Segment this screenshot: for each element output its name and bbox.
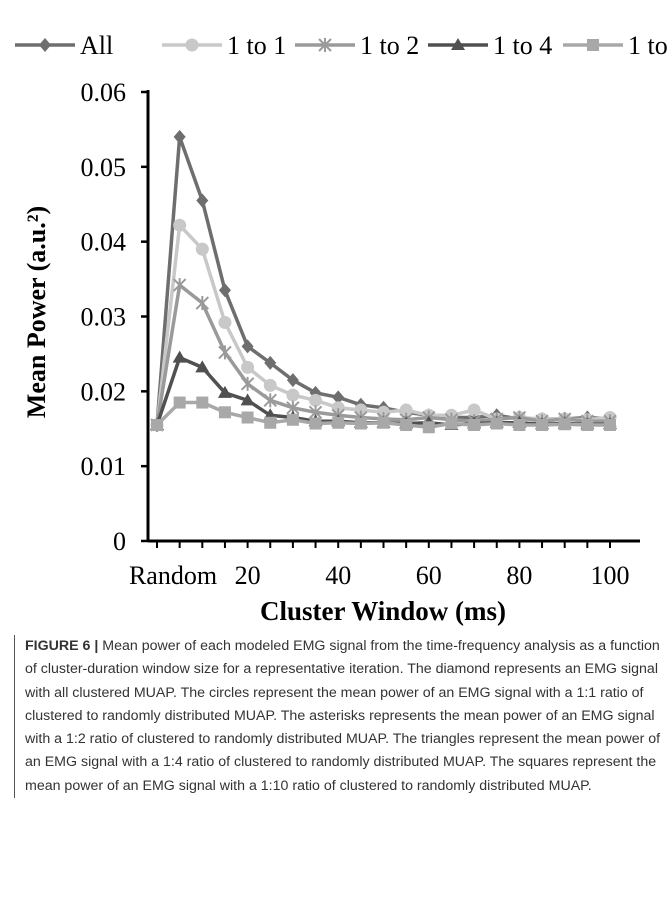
data-point-1-to-10 (581, 419, 594, 432)
data-point-1-to-1 (309, 393, 323, 407)
data-point-1-to-10 (151, 419, 163, 432)
legend-marker (318, 38, 332, 52)
data-point-1-to-10 (604, 419, 616, 432)
data-point-1-to-1 (286, 388, 300, 402)
data-point-1-to-1 (173, 218, 187, 232)
legend-item-1-to-2: 1 to 2 (295, 31, 419, 60)
data-point-1-to-2 (172, 278, 187, 293)
figure-label: FIGURE 6 | (25, 638, 99, 654)
legend-marker (39, 38, 51, 52)
data-point-1-to-10 (422, 421, 435, 434)
x-tick-label: 60 (416, 561, 442, 590)
legend-label: All (80, 31, 113, 60)
y-tick-label: 0.03 (81, 303, 127, 332)
data-point-1-to-2 (240, 376, 255, 391)
data-point-1-to-10 (445, 417, 458, 430)
chart-legend: All 1 to 1 1 to 2 1 to 4 1 to 10 (15, 31, 669, 60)
x-tick-label: Random (129, 561, 217, 590)
data-point-all (332, 390, 345, 405)
data-point-1-to-4 (240, 393, 255, 406)
y-tick-label: 0.06 (81, 78, 127, 107)
legend-marker (451, 38, 465, 50)
data-point-1-to-1 (467, 403, 481, 417)
data-point-all (286, 373, 299, 388)
data-point-1-to-10 (264, 416, 277, 429)
data-point-1-to-10 (309, 417, 322, 430)
data-point-1-to-2 (195, 296, 210, 311)
x-tick-label: 20 (235, 561, 261, 590)
data-point-all (218, 283, 231, 298)
figure-caption-text: Mean power of each modeled EMG signal fr… (25, 638, 661, 794)
data-point-1-to-2 (263, 393, 277, 408)
data-point-1-to-10 (536, 419, 549, 432)
data-point-1-to-4 (195, 360, 210, 373)
data-point-1-to-2 (218, 345, 232, 360)
data-point-all (173, 129, 186, 144)
data-point-1-to-10 (377, 416, 390, 429)
data-point-1-to-1 (399, 403, 413, 417)
y-axis-label: Mean Power (a.u.²) (22, 206, 51, 418)
data-point-1-to-10 (286, 413, 299, 426)
data-point-1-to-10 (558, 418, 571, 431)
data-point-1-to-10 (513, 419, 526, 432)
data-point-1-to-10 (490, 417, 503, 430)
data-point-all (241, 339, 254, 354)
data-point-1-to-10 (218, 406, 231, 419)
series-1-to-1 (150, 218, 617, 432)
chart-axes: 0 0.01 0.02 0.03 0.04 0.05 0.06 Random 20 40 60 80 1… (81, 78, 640, 590)
legend-label: 1 to 4 (493, 31, 552, 60)
data-point-1-to-4 (217, 385, 232, 398)
y-tick-label: 0.04 (81, 228, 127, 257)
data-point-1-to-10 (196, 396, 209, 409)
y-tick-label: 0.02 (81, 377, 127, 406)
figure-caption: FIGURE 6 | Mean power of each modeled EM… (14, 635, 665, 799)
x-tick-label: 100 (591, 561, 630, 590)
line-chart: All 1 to 1 1 to 2 1 to 4 1 to 10 0 0.01 0.02 0.… (15, 31, 669, 626)
data-point-1-to-1 (241, 360, 255, 374)
chart-marks (150, 129, 617, 434)
data-point-all (264, 355, 277, 370)
data-point-1-to-10 (354, 417, 367, 430)
y-tick-label: 0.01 (81, 452, 127, 481)
data-point-1-to-10 (332, 416, 345, 429)
legend-label: 1 to 1 (227, 31, 286, 60)
legend-item-1-to-10: 1 to 10 (563, 31, 669, 60)
data-point-1-to-1 (195, 242, 209, 256)
series-line-all (155, 136, 611, 426)
data-point-1-to-10 (173, 396, 186, 409)
x-axis-label: Cluster Window (ms) (260, 596, 506, 626)
y-tick-label: 0 (113, 527, 126, 556)
legend-item-1-to-1: 1 to 1 (162, 31, 286, 60)
legend-label: 1 to 2 (360, 31, 419, 60)
data-point-1-to-1 (263, 378, 277, 392)
legend-item-1-to-4: 1 to 4 (428, 31, 552, 60)
x-tick-label: 80 (506, 561, 532, 590)
legend-marker (587, 39, 599, 51)
data-point-1-to-4 (172, 350, 187, 363)
data-point-1-to-10 (400, 419, 413, 432)
x-tick-label: 40 (325, 561, 351, 590)
y-tick-label: 0.05 (81, 153, 127, 182)
data-point-all (196, 193, 209, 208)
legend-label: 1 to 10 (628, 31, 669, 60)
legend-item-all: All (15, 31, 113, 60)
series-1-to-10 (151, 396, 616, 434)
data-point-1-to-10 (241, 411, 254, 424)
legend-marker (185, 38, 199, 52)
data-point-1-to-1 (218, 315, 232, 329)
data-point-1-to-10 (468, 419, 481, 432)
